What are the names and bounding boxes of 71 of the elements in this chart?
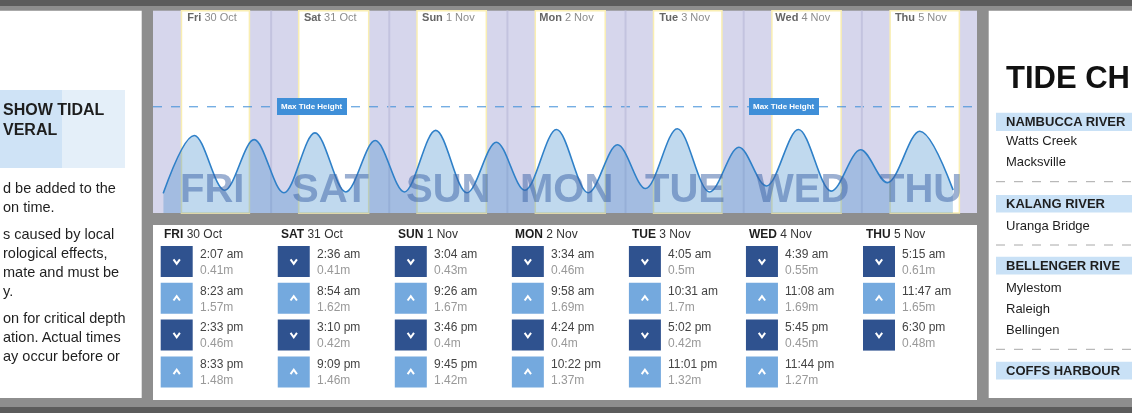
text: Mylestom bbox=[1006, 280, 1062, 295]
text: 3:46 pm 0.4m bbox=[434, 320, 478, 350]
x-tick-label: Tue 3 Nov bbox=[659, 11, 711, 24]
text: 9:58 am 1.69m bbox=[551, 284, 595, 314]
text: 11:01 pm 1.32m bbox=[668, 357, 718, 387]
text: 11:08 am 1.69m bbox=[785, 284, 835, 314]
x-tick-label: Sat 31 Oct bbox=[303, 11, 357, 24]
text: 11:47 am 1.65m bbox=[902, 284, 952, 314]
text: 4:24 pm 0.4m bbox=[551, 320, 595, 350]
text: 10:22 pm 1.37m bbox=[551, 357, 602, 387]
text: 11:44 pm 1.27m bbox=[785, 357, 835, 387]
text: 3:04 am 0.43m bbox=[434, 247, 478, 277]
x-tick-label: Sun 1 Nov bbox=[422, 11, 476, 24]
annotation: MON bbox=[520, 166, 614, 210]
x-tick-label: Mon 2 Nov bbox=[539, 11, 595, 24]
annotation: Max Tide Height bbox=[281, 102, 343, 111]
annotation: Max Tide Height bbox=[753, 102, 815, 111]
text: 2:33 pm 0.46m bbox=[200, 320, 244, 350]
text: SAT 31 Oct bbox=[281, 227, 344, 241]
text: 9:26 am 1.67m bbox=[434, 284, 478, 314]
x-tick-label: Thu 5 Nov bbox=[894, 11, 948, 24]
text: Bellingen bbox=[1006, 322, 1060, 337]
text: COFFS HARBOUR bbox=[1006, 363, 1121, 378]
text: 9:45 pm 1.42m bbox=[434, 357, 478, 387]
text: 9:09 pm 1.46m bbox=[317, 357, 361, 387]
text: on time. bbox=[3, 199, 55, 215]
text: Watts Creek bbox=[1006, 133, 1078, 148]
text: 3:34 am 0.46m bbox=[551, 247, 595, 277]
text: 5:02 pm 0.42m bbox=[668, 320, 712, 350]
text: ation. Actual times bbox=[3, 329, 121, 345]
text: FRI 30 Oct bbox=[164, 227, 223, 241]
text: 5:45 pm 0.45m bbox=[785, 320, 829, 350]
text: 6:30 pm 0.48m bbox=[902, 320, 946, 350]
text: rological effects, bbox=[3, 245, 108, 261]
x-tick-label: Wed 4 Nov bbox=[775, 11, 831, 24]
text: 5:15 am 0.61m bbox=[902, 247, 946, 277]
text: on for critical depth bbox=[3, 310, 126, 326]
text: 2:07 am 0.41m bbox=[200, 247, 244, 277]
text: s caused by local bbox=[3, 226, 115, 242]
text: SUN 1 Nov bbox=[398, 227, 459, 241]
text: 8:23 am 1.57m bbox=[200, 284, 244, 314]
text: Uranga Bridge bbox=[1006, 218, 1090, 233]
text: Raleigh bbox=[1006, 301, 1051, 316]
text: 8:54 am 1.62m bbox=[317, 284, 361, 314]
text: mate and must be bbox=[3, 264, 120, 280]
text: 10:31 am 1.7m bbox=[668, 284, 719, 314]
text: ay occur before or bbox=[3, 348, 121, 364]
text: 8:33 pm 1.48m bbox=[200, 357, 244, 387]
x-tick-label: Fri 30 Oct bbox=[187, 11, 237, 24]
text: BELLENGER RIVE bbox=[1006, 258, 1121, 273]
text: MON 2 Nov bbox=[515, 227, 578, 241]
annotation: WED bbox=[756, 166, 850, 210]
text: 4:39 am 0.55m bbox=[785, 247, 829, 277]
text: 2:36 am 0.41m bbox=[317, 247, 361, 277]
text: THU 5 Nov bbox=[866, 227, 926, 241]
text: 4:05 am 0.5m bbox=[668, 247, 712, 277]
text: KALANG RIVER bbox=[1006, 196, 1106, 211]
text: NAMBUCCA RIVER bbox=[1006, 114, 1127, 129]
annotation: SAT bbox=[292, 166, 370, 210]
annotation: SUN bbox=[406, 166, 491, 210]
text: SHOW TIDAL bbox=[3, 101, 105, 118]
text: TIDE CH bbox=[1006, 60, 1130, 95]
text: WED 4 Nov bbox=[749, 227, 812, 241]
text: d be added to the bbox=[3, 180, 116, 196]
annotation: FRI bbox=[180, 166, 245, 210]
text: Macksville bbox=[1006, 154, 1066, 169]
text: TUE 3 Nov bbox=[632, 227, 691, 241]
text: 3:10 pm 0.42m bbox=[317, 320, 361, 350]
text: y. bbox=[3, 283, 14, 299]
annotation: TUE bbox=[645, 166, 725, 210]
text: VERAL bbox=[3, 121, 58, 138]
